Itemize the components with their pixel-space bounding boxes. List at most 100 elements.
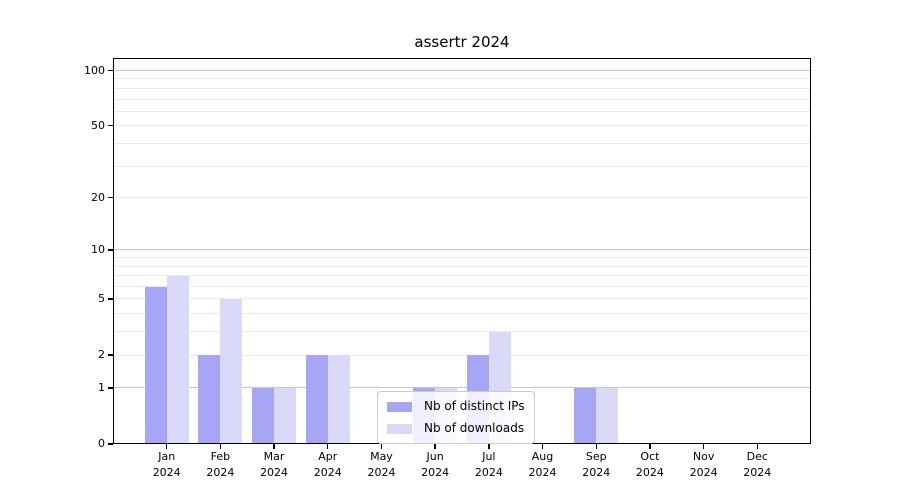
bar-apr-nb-of-downloads — [327, 355, 350, 444]
x-tick-year-jan: 2024 — [152, 466, 181, 479]
x-tick-year-jun: 2024 — [421, 466, 450, 479]
bar-mar-nb-of-distinct-ips — [252, 387, 275, 444]
x-tick-label-jun: Jun 2024 — [407, 449, 463, 481]
x-tick-label-may: May 2024 — [353, 449, 409, 481]
legend-label-distinct-ips: Nb of distinct IPs — [424, 399, 525, 413]
y-tick-0 — [108, 443, 113, 445]
bar-apr-nb-of-distinct-ips — [305, 355, 328, 444]
y-tick-label-5: 5 — [98, 291, 105, 305]
x-tick-label-aug: Aug 2024 — [515, 449, 571, 481]
legend-label-downloads: Nb of downloads — [424, 421, 525, 435]
y-tick-50 — [108, 125, 113, 127]
x-tick-month-may: May — [370, 450, 393, 463]
x-tick-jun — [434, 444, 436, 449]
bar-sep-nb-of-downloads — [596, 387, 619, 444]
x-tick-feb — [219, 444, 222, 449]
y-gridline-minor-3 — [113, 331, 811, 333]
y-tick-100 — [108, 69, 113, 72]
x-tick-dec — [756, 444, 758, 449]
y-tick-label-50: 50 — [91, 118, 105, 132]
y-gridline-minor-2 — [113, 354, 811, 356]
x-tick-month-jul: Jul — [482, 450, 496, 463]
legend-item-downloads: Nb of downloads — [387, 419, 525, 438]
x-tick-year-aug: 2024 — [528, 466, 557, 479]
x-tick-aug — [541, 444, 544, 449]
y-tick-label-20: 20 — [91, 190, 105, 204]
x-tick-label-apr: Apr 2024 — [300, 449, 356, 481]
x-tick-label-sep: Sep 2024 — [568, 449, 624, 481]
x-tick-label-nov: Nov 2024 — [676, 449, 732, 481]
y-gridline-major-1 — [113, 387, 811, 389]
x-tick-jul — [488, 444, 490, 449]
x-tick-year-feb: 2024 — [206, 466, 235, 479]
y-gridline-minor-4 — [113, 313, 811, 315]
y-gridline-minor-5 — [113, 298, 811, 300]
y-tick-label-10: 10 — [91, 242, 105, 256]
x-tick-month-dec: Dec — [746, 450, 768, 463]
x-tick-oct — [649, 444, 651, 449]
legend-swatch-distinct-ips — [387, 401, 412, 412]
y-tick-1 — [108, 387, 113, 389]
x-tick-month-oct: Oct — [640, 450, 660, 463]
x-tick-mar — [273, 444, 275, 449]
x-tick-month-apr: Apr — [318, 450, 338, 463]
x-tick-label-oct: Oct 2024 — [622, 449, 678, 481]
bar-jan-nb-of-distinct-ips — [144, 286, 167, 444]
x-tick-sep — [595, 444, 597, 449]
y-gridline-major-10 — [113, 249, 811, 251]
x-tick-label-jul: Jul 2024 — [461, 449, 517, 481]
x-tick-label-feb: Feb 2024 — [192, 449, 248, 481]
y-gridline-minor-80 — [113, 87, 811, 89]
x-tick-label-jan: Jan 2024 — [139, 449, 195, 481]
x-tick-label-dec: Dec 2024 — [729, 449, 785, 481]
y-gridline-minor-30 — [113, 165, 811, 167]
x-tick-year-may: 2024 — [367, 466, 396, 479]
y-gridline-major-100 — [113, 70, 811, 71]
x-tick-nov — [702, 444, 705, 449]
legend: Nb of distinct IPs Nb of downloads — [377, 391, 535, 444]
x-tick-year-oct: 2024 — [635, 466, 664, 479]
bar-jan-nb-of-downloads — [166, 275, 189, 444]
x-tick-year-sep: 2024 — [582, 466, 611, 479]
bar-feb-nb-of-downloads — [220, 298, 243, 444]
chart-title: assertr 2024 — [414, 33, 510, 51]
x-tick-year-apr: 2024 — [313, 466, 342, 479]
y-tick-label-2: 2 — [98, 348, 105, 362]
y-gridline-minor-9 — [113, 257, 811, 259]
y-gridline-minor-50 — [113, 125, 811, 127]
bar-mar-nb-of-downloads — [274, 387, 297, 444]
x-tick-month-jan: Jan — [158, 450, 176, 463]
x-tick-month-jun: Jun — [426, 450, 444, 463]
x-tick-month-mar: Mar — [263, 450, 285, 463]
y-tick-20 — [108, 196, 113, 199]
legend-item-distinct-ips: Nb of distinct IPs — [387, 397, 525, 416]
y-gridline-minor-6 — [113, 286, 811, 288]
legend-swatch-downloads — [387, 423, 412, 434]
y-tick-10 — [108, 249, 113, 251]
x-tick-month-aug: Aug — [531, 450, 554, 463]
x-tick-label-mar: Mar 2024 — [246, 449, 302, 481]
y-tick-label-1: 1 — [98, 380, 105, 394]
plot-area — [113, 58, 811, 444]
x-tick-year-jul: 2024 — [474, 466, 503, 479]
x-tick-jan — [165, 444, 168, 449]
bar-feb-nb-of-distinct-ips — [198, 355, 221, 444]
x-tick-month-sep: Sep — [585, 450, 607, 463]
x-tick-month-nov: Nov — [692, 450, 715, 463]
bar-sep-nb-of-distinct-ips — [574, 387, 597, 444]
x-tick-apr — [327, 444, 329, 449]
x-tick-year-nov: 2024 — [689, 466, 718, 479]
y-gridline-minor-90 — [113, 78, 811, 80]
y-gridline-minor-60 — [113, 110, 811, 112]
y-tick-5 — [108, 298, 113, 300]
x-tick-year-mar: 2024 — [260, 466, 289, 479]
y-tick-label-0: 0 — [98, 437, 105, 450]
y-gridline-minor-20 — [113, 197, 811, 199]
y-tick-label-100: 100 — [84, 63, 105, 77]
y-gridline-minor-8 — [113, 265, 811, 267]
x-tick-may — [380, 444, 383, 449]
y-tick-2 — [108, 354, 113, 356]
y-gridline-minor-40 — [113, 142, 811, 144]
x-tick-year-dec: 2024 — [743, 466, 772, 479]
y-gridline-minor-7 — [113, 275, 811, 277]
